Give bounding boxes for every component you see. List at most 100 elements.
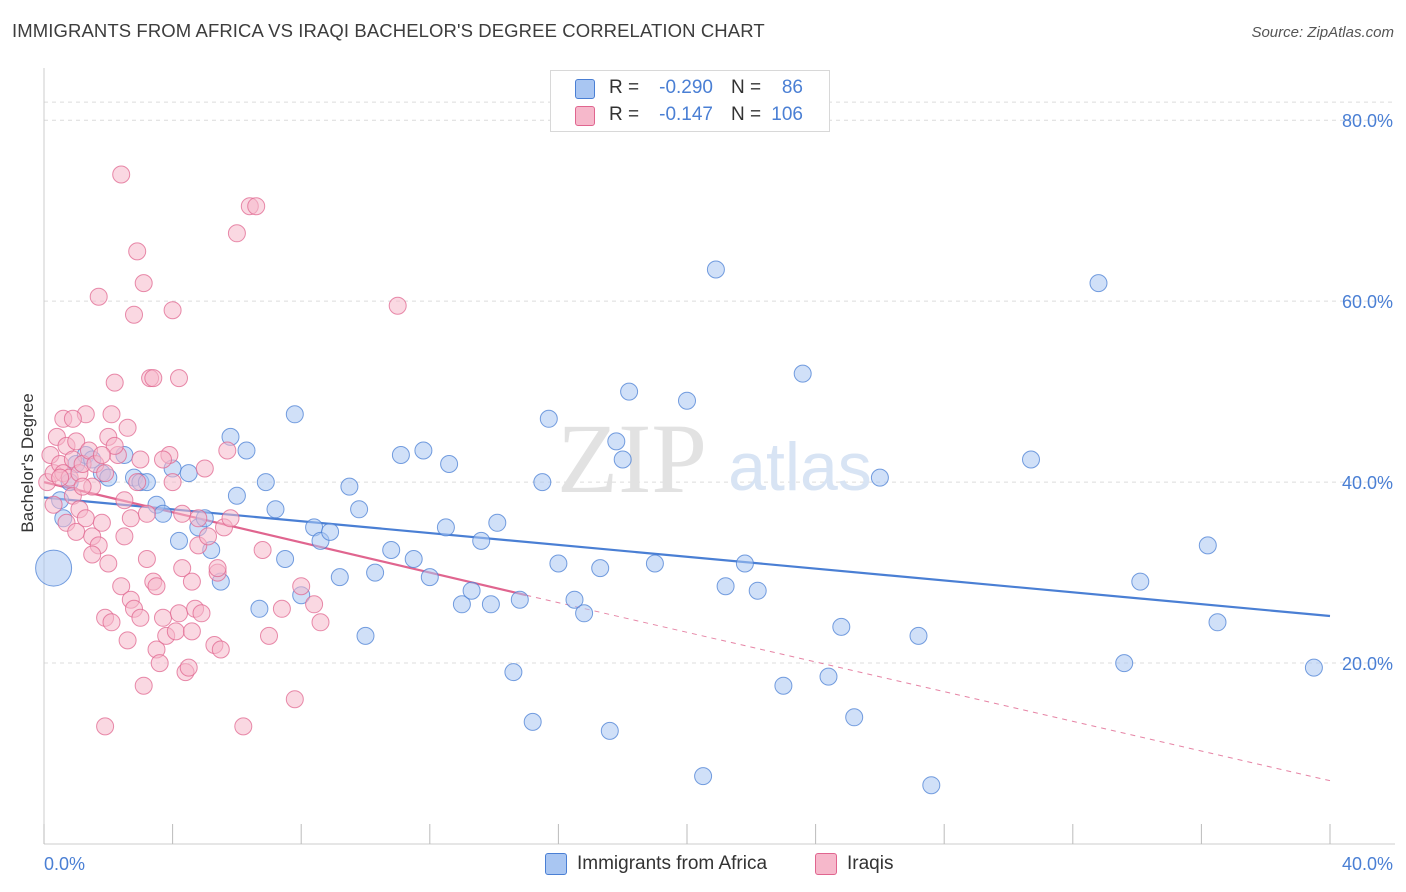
iraqis-point [144,369,163,388]
iraqis-point [253,541,272,559]
iraqis-point [227,224,246,243]
iraqis-point [179,658,198,677]
africa-point [227,486,246,505]
n-value: 86 [781,77,803,98]
iraqis-point [170,604,188,623]
iraqis-point [173,504,192,523]
data-points [35,165,1323,795]
iraqis-point [173,559,192,578]
tick-labels: 20.0% 40.0% 60.0% 80.0% 0.0% 40.0% [44,111,1393,874]
africa-point [533,473,552,492]
africa-point [1115,654,1134,673]
africa-point [909,626,928,645]
africa-point [600,721,619,740]
iraqis-point [63,409,82,428]
x-tick-label: 0.0% [44,854,85,874]
africa-point [382,541,401,559]
x-tick-label: 40.0% [1342,854,1393,874]
iraqis-point [221,509,240,528]
africa-point [523,712,542,731]
africa-point [565,590,584,609]
africa-point [256,473,275,492]
y-tick-label: 40.0% [1342,473,1393,493]
iraqis-legend-swatch [815,853,837,875]
africa-point [504,663,523,682]
iraqis-trend-extension [526,594,1331,782]
iraqis-point [102,405,121,424]
africa-point [154,504,172,523]
africa-point [793,364,812,383]
africa-point [420,568,439,587]
iraqis-swatch [575,106,595,126]
iraqis-point [105,436,124,455]
iraqis-point [128,242,147,261]
correlation-stats-box: R = -0.290 N = 86 R = -0.147 N = 106 [550,70,830,132]
africa-point [404,550,423,568]
africa-point [321,522,340,541]
iraqis-point [118,418,137,437]
africa-point [356,626,375,645]
africa-swatch [575,79,595,99]
iraqis-point [163,301,182,320]
africa-point [452,595,471,614]
africa-point [391,446,410,464]
iraqis-point [112,165,131,184]
africa-trend-line [43,496,1331,618]
chart-title: IMMIGRANTS FROM AFRICA VS IRAQI BACHELOR… [12,20,765,41]
iraqis-point [311,613,330,632]
n-label: N = [731,104,762,125]
iraqis-point [137,504,156,523]
iraqis-point [163,473,182,492]
iraqis-point [134,274,153,293]
africa-point [436,518,455,537]
iraqis-point [166,622,185,641]
africa-point [481,595,500,614]
watermark: ZIP atlas [557,403,872,514]
iraqis-point [182,572,201,591]
africa-point [179,464,198,483]
africa-point [1304,658,1323,677]
iraqis-point [92,513,111,532]
africa-point [488,513,507,532]
africa-point [276,550,295,568]
iraqis-point [154,450,172,469]
iraqis-point [134,676,153,695]
iraqis-point [272,599,291,618]
watermark-atlas: atlas [728,429,872,505]
iraqis-point [285,690,304,709]
africa-point [774,676,793,695]
iraqis-point [388,296,407,315]
africa-point [510,590,529,609]
y-tick-label: 80.0% [1342,111,1393,131]
iraqis-point [115,491,134,510]
iraqis-point [89,287,108,306]
iraqis-point [218,441,237,460]
iraqis-point [137,550,156,568]
iraqis-point [51,468,70,487]
africa-point [1208,613,1227,632]
iraqis-point [131,450,150,469]
africa-point [539,409,558,428]
africa-point [340,477,359,496]
africa-point [472,531,491,550]
r-value: -0.290 [659,77,713,98]
africa-point [440,455,459,473]
africa-point [549,554,568,573]
africa-point [832,617,851,636]
iraqis-point [150,654,169,673]
iraqis-point [292,577,311,596]
iraqis-point [115,527,134,546]
africa-point [694,767,713,786]
africa-point [706,260,725,279]
africa-point [819,667,838,686]
africa-point [330,568,349,587]
iraqis-point [147,577,166,596]
africa-point [266,500,285,519]
iraqis-point [211,640,230,659]
iraqis-point [154,608,172,627]
africa-point [1198,536,1217,555]
africa-point [350,500,369,519]
africa-point [170,531,188,550]
africa-point [285,405,304,424]
